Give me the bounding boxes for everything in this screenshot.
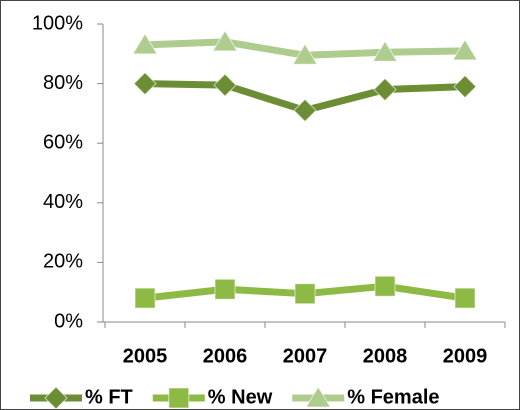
x-tick-label: 2006 bbox=[203, 345, 248, 367]
data-marker bbox=[374, 275, 396, 297]
data-marker bbox=[454, 287, 476, 309]
x-tick-label: 2007 bbox=[283, 345, 328, 367]
x-tick-label: 2005 bbox=[123, 345, 168, 367]
legend-label: % New bbox=[208, 386, 273, 408]
data-marker bbox=[212, 29, 238, 52]
x-tick-label: 2009 bbox=[443, 345, 488, 367]
data-marker bbox=[292, 43, 318, 65]
legend-label: % Female bbox=[347, 386, 439, 408]
data-marker bbox=[213, 73, 237, 97]
data-marker bbox=[214, 278, 236, 300]
data-marker bbox=[452, 38, 478, 61]
data-marker bbox=[453, 74, 477, 99]
legend-marker bbox=[168, 387, 190, 409]
data-marker bbox=[133, 71, 157, 96]
data-marker bbox=[132, 32, 158, 55]
y-tick-label: 80% bbox=[43, 72, 83, 94]
legend-marker bbox=[305, 386, 332, 408]
data-marker bbox=[372, 40, 398, 62]
legend-marker bbox=[44, 386, 68, 410]
x-tick-label: 2008 bbox=[363, 345, 408, 367]
data-marker bbox=[293, 98, 317, 123]
legend-label: % FT bbox=[85, 386, 133, 408]
y-tick-label: 100% bbox=[32, 12, 83, 34]
y-tick-label: 20% bbox=[43, 251, 83, 273]
data-marker bbox=[134, 287, 156, 309]
data-marker bbox=[373, 77, 397, 102]
y-tick-label: 60% bbox=[43, 131, 83, 153]
y-tick-label: 0% bbox=[54, 310, 83, 332]
data-marker bbox=[294, 283, 316, 305]
y-tick-label: 40% bbox=[43, 191, 83, 213]
